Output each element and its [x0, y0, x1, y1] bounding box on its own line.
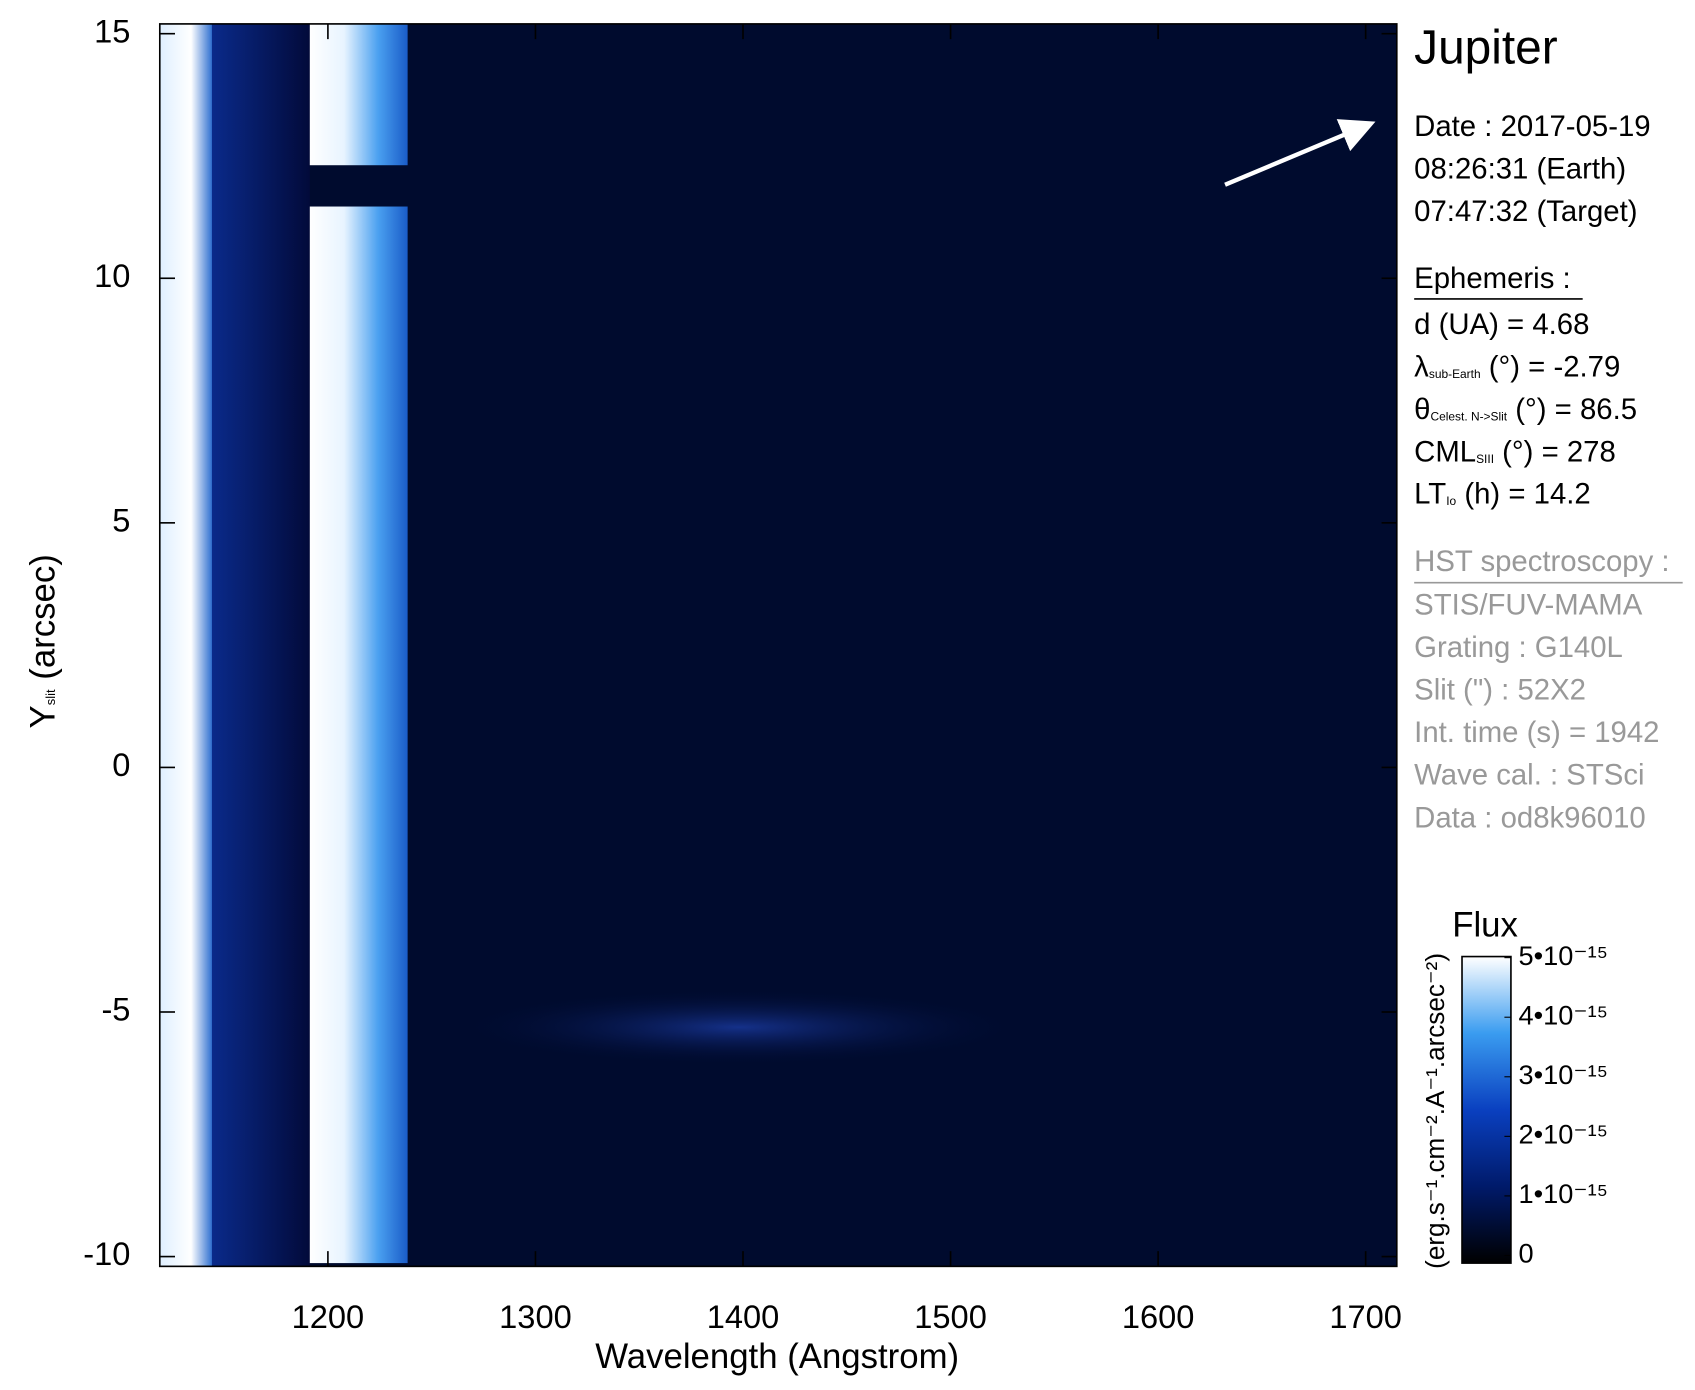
direction-arrow	[1224, 119, 1376, 187]
symbol: LT	[1414, 477, 1446, 510]
colorbar-title: Flux	[1452, 906, 1518, 944]
hst-line: Wave cal. : STSci	[1414, 759, 1644, 792]
colorbar	[1461, 955, 1512, 1264]
symbol: CML	[1414, 435, 1476, 468]
subscript: Celest. N->Slit	[1430, 410, 1507, 424]
colorbar-tick-label: 3•10⁻¹⁵	[1519, 1059, 1608, 1090]
date-line: 08:26:31 (Earth)	[1414, 152, 1626, 185]
ephemeris-line: λsub-Earth (°) = -2.79	[1414, 350, 1620, 383]
colorbar-tick-label: 0	[1519, 1238, 1534, 1269]
symbol: d (UA)	[1414, 308, 1499, 341]
subscript: Io	[1446, 494, 1456, 508]
colorbar-tick-label: 4•10⁻¹⁵	[1519, 999, 1608, 1030]
subscript: sub-Earth	[1429, 367, 1481, 381]
hst-line: STIS/FUV-MAMA	[1414, 588, 1643, 621]
colorbar-tick-label: 5•10⁻¹⁵	[1519, 940, 1608, 971]
subscript: SIII	[1476, 452, 1494, 466]
x-tick-label: 1300	[499, 1298, 572, 1335]
ephemeris-line: d (UA) = 4.68	[1414, 308, 1589, 341]
ephemeris-title: Ephemeris :	[1414, 262, 1570, 295]
hst-line: Data : od8k96010	[1414, 801, 1646, 834]
y-axis-label: Yslit (arcsec)	[25, 554, 63, 728]
y-label-sub: slit	[44, 689, 59, 705]
x-tick-label: 1700	[1329, 1298, 1402, 1335]
value: = 86.5	[1547, 393, 1638, 426]
y-tick-label: 15	[94, 12, 130, 49]
ephemeris-line: CMLSIII (°) = 278	[1414, 435, 1616, 468]
unit: (°)	[1494, 435, 1533, 468]
y-tick-label: 5	[112, 501, 130, 538]
y-label-main: Y	[25, 705, 63, 728]
unit: (°)	[1481, 350, 1520, 383]
date-line: Date : 2017-05-19	[1414, 110, 1650, 143]
x-tick-label: 1500	[914, 1298, 987, 1335]
ephemeris-line: θCelest. N->Slit (°) = 86.5	[1414, 393, 1637, 426]
symbol: θ	[1414, 393, 1430, 426]
image-band	[211, 23, 310, 1267]
unit: (h)	[1456, 477, 1500, 510]
x-tick-label: 1400	[707, 1298, 780, 1335]
x-tick-label: 1200	[292, 1298, 365, 1335]
y-tick-label: -10	[83, 1235, 130, 1272]
title: Jupiter	[1414, 22, 1558, 75]
colorbar-label: (erg.s⁻¹.cm⁻².A⁻¹.arcsec⁻²)	[1420, 953, 1450, 1269]
value: = 4.68	[1499, 308, 1590, 341]
image-band	[309, 206, 408, 1264]
value: = -2.79	[1520, 350, 1620, 383]
hst-line: Grating : G140L	[1414, 631, 1623, 664]
image-band	[159, 23, 212, 1267]
y-label-unit: (arcsec)	[25, 554, 63, 689]
ephemeris-line: LTIo (h) = 14.2	[1414, 477, 1591, 510]
hst-line: Int. time (s) = 1942	[1414, 716, 1659, 749]
value: = 14.2	[1500, 477, 1591, 510]
colorbar-tick-label: 1•10⁻¹⁵	[1519, 1178, 1608, 1209]
value: = 278	[1533, 435, 1615, 468]
y-tick-label: 0	[112, 746, 130, 783]
x-tick-label: 1600	[1122, 1298, 1195, 1335]
figure: Wavelength (Angstrom) Yslit (arcsec) Jup…	[25, 12, 1683, 1376]
x-axis-label: Wavelength (Angstrom)	[595, 1338, 959, 1376]
colorbar-tick-label: 2•10⁻¹⁵	[1519, 1119, 1608, 1150]
hst-title: HST spectroscopy :	[1414, 545, 1669, 578]
hst-line: Slit (") : 52X2	[1414, 674, 1586, 707]
date-line: 07:47:32 (Target)	[1414, 195, 1637, 228]
symbol: λ	[1414, 350, 1429, 383]
y-tick-label: -5	[101, 991, 130, 1028]
y-tick-label: 10	[94, 257, 130, 294]
plot-frame	[158, 23, 1398, 1268]
image-band	[309, 23, 408, 166]
image-feature	[456, 989, 1022, 1066]
unit: (°)	[1507, 393, 1546, 426]
